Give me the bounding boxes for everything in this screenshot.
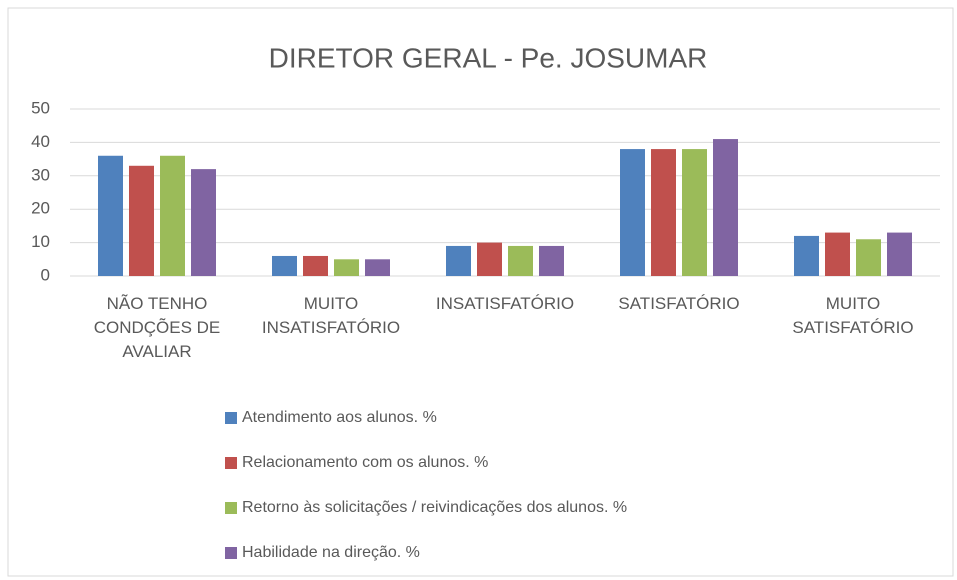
bar <box>191 169 216 276</box>
y-tick-label: 20 <box>31 199 50 218</box>
bar <box>682 149 707 276</box>
bar <box>539 245 564 276</box>
legend-swatch <box>225 412 237 424</box>
legend-label: Relacionamento com os alunos. % <box>242 454 488 471</box>
bar <box>272 255 297 276</box>
x-tick-label: MUITO INSATISFATÓRIO <box>261 294 401 337</box>
y-tick-label: 30 <box>31 165 50 184</box>
y-tick-label: 40 <box>31 132 50 151</box>
chart-title: DIRETOR GERAL - Pe. JOSUMAR <box>269 42 708 73</box>
bar <box>887 232 912 276</box>
legend-label: Habilidade na direção. % <box>242 544 420 561</box>
bar <box>446 245 471 276</box>
bar <box>303 255 328 276</box>
legend-swatch <box>225 502 237 514</box>
bar <box>334 259 359 276</box>
bar <box>365 259 390 276</box>
bar <box>477 242 502 276</box>
bar <box>620 149 645 276</box>
bar <box>508 245 533 276</box>
legend-label: Retorno às solicitações / reivindicações… <box>242 499 627 516</box>
bar <box>856 239 881 276</box>
y-tick-label: 10 <box>31 232 50 251</box>
bar <box>651 149 676 276</box>
legend-swatch <box>225 457 237 469</box>
chart-border <box>7 7 954 577</box>
bar <box>129 165 154 276</box>
bar <box>98 155 123 276</box>
legend-label: Atendimento aos alunos. % <box>242 409 437 426</box>
x-tick-label: SATISFATÓRIO <box>618 294 740 313</box>
bar <box>825 232 850 276</box>
legend-swatch <box>225 547 237 559</box>
bar <box>794 235 819 276</box>
x-tick-label: MUITO SATISFATÓRIO <box>792 294 914 337</box>
x-tick-label: INSATISFATÓRIO <box>435 294 575 313</box>
y-tick-label: 0 <box>41 265 50 284</box>
bar <box>713 139 738 276</box>
bar <box>160 155 185 276</box>
x-tick-label: NÃO TENHO CONDÇÕES DE AVALIAR <box>93 294 221 361</box>
y-tick-label: 50 <box>31 98 50 117</box>
